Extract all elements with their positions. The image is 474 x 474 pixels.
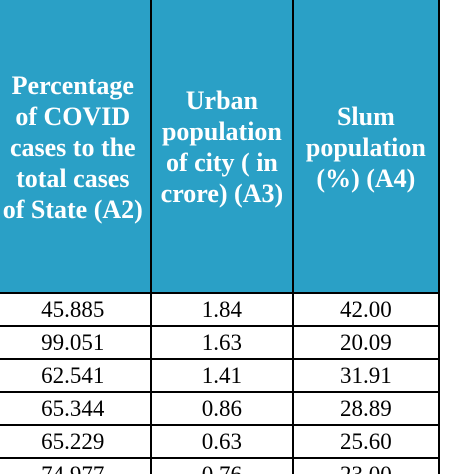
- column-header-slum-population-label: Slum population (%) (A4): [305, 101, 426, 193]
- column-header-slum-population: Slum population (%) (A4): [291, 0, 441, 294]
- table-cell: 45.885: [0, 292, 153, 327]
- table-cell: 0.63: [150, 424, 294, 459]
- table-row: 65.229 0.63 25.60: [0, 424, 441, 459]
- column-header-covid-percentage-label: Percentage of COVID cases to the total c…: [2, 70, 143, 224]
- table-row: 74.977 0.76 23.00: [0, 457, 441, 474]
- table-cell: 65.229: [0, 424, 153, 459]
- data-table: e Percentage of COVID cases to the total…: [0, 0, 441, 474]
- table-cell: 28.89: [291, 391, 441, 426]
- table-cell: 0.86: [150, 391, 294, 426]
- table-cell: 42.00: [291, 292, 441, 327]
- table-cell: 20.09: [291, 325, 441, 360]
- table-row: 65.344 0.86 28.89: [0, 391, 441, 426]
- table-cell: 25.60: [291, 424, 441, 459]
- table-cell: 1.84: [150, 292, 294, 327]
- table-row: 45.885 1.84 42.00: [0, 292, 441, 327]
- table-cell: 0.76: [150, 457, 294, 474]
- column-header-urban-population: Urban population of city ( in crore) (A3…: [150, 0, 294, 294]
- table-cell: 23.00: [291, 457, 441, 474]
- table-cell: 31.91: [291, 358, 441, 393]
- table-cell: 1.41: [150, 358, 294, 393]
- column-header-covid-percentage: Percentage of COVID cases to the total c…: [0, 0, 153, 294]
- table-row: 99.051 1.63 20.09: [0, 325, 441, 360]
- header-row: e Percentage of COVID cases to the total…: [0, 0, 441, 294]
- table-cell: 74.977: [0, 457, 153, 474]
- table-cell: 62.541: [0, 358, 153, 393]
- table-cell: 99.051: [0, 325, 153, 360]
- table-cell: 1.63: [150, 325, 294, 360]
- column-header-urban-population-label: Urban population of city ( in crore) (A3…: [160, 86, 284, 208]
- table-row: 62.541 1.41 31.91: [0, 358, 441, 393]
- table-cell: 65.344: [0, 391, 153, 426]
